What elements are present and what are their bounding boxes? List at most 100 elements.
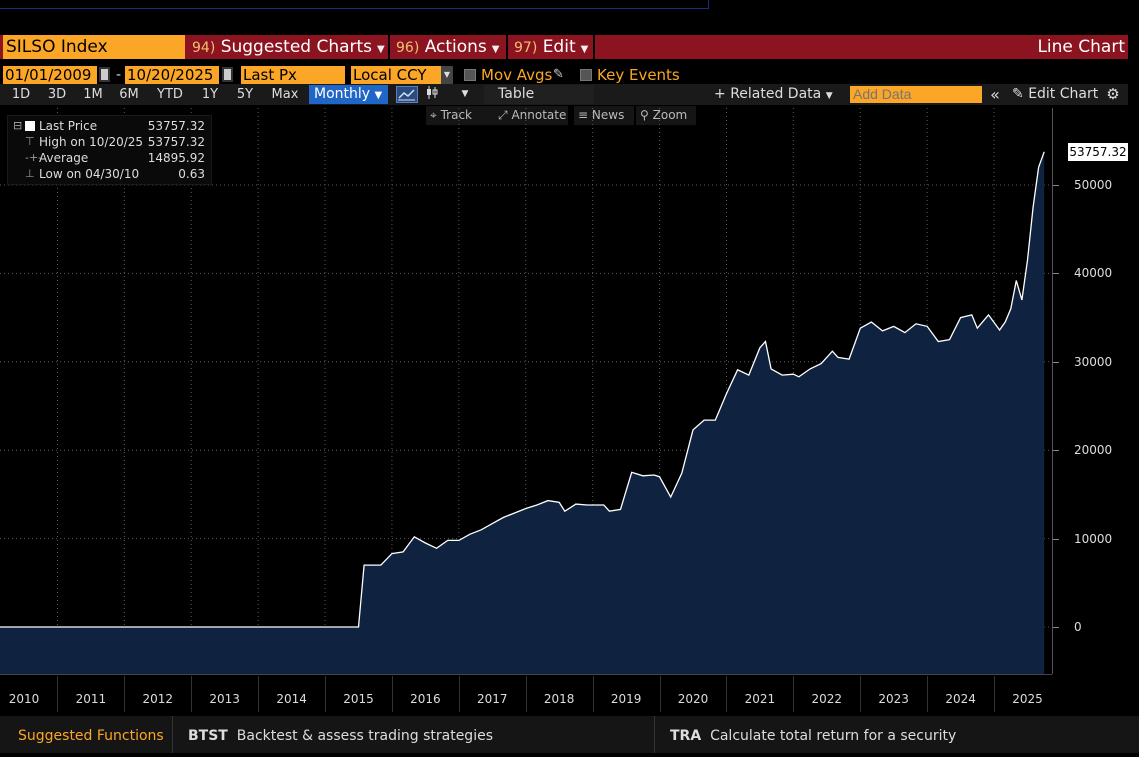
candlestick-icon[interactable] <box>422 85 442 104</box>
legend-value: 53757.32 <box>147 119 205 133</box>
function-desc: Backtest & assess trading strategies <box>236 728 493 744</box>
y-tick-mark <box>1053 273 1059 275</box>
news-label: News <box>591 108 625 122</box>
menu-label: Actions <box>424 37 487 57</box>
collapse-double-chevron-icon[interactable]: « <box>990 85 1000 104</box>
range-ytd-button[interactable]: YTD <box>157 87 183 102</box>
currency-select[interactable]: Local CCY <box>351 66 441 84</box>
range-1m-button[interactable]: 1M <box>83 87 103 102</box>
range-1y-button[interactable]: 1Y <box>201 87 219 102</box>
zoom-button[interactable]: ⚲ Zoom <box>636 106 696 125</box>
edit-chart-button[interactable]: ✎ Edit Chart <box>1012 85 1098 104</box>
function-desc: Calculate total return for a security <box>710 728 957 744</box>
tra-function-link[interactable]: TRA Calculate total return for a securit… <box>670 716 956 753</box>
add-data-input[interactable] <box>850 86 982 103</box>
price-chart[interactable] <box>0 108 1052 674</box>
range-max-button[interactable]: Max <box>271 87 299 102</box>
legend-label: Low on 04/30/10 <box>39 167 140 181</box>
news-button[interactable]: ≡ News <box>574 106 634 125</box>
x-tick-label: 2019 <box>610 692 642 706</box>
x-tick-label: 2012 <box>142 692 174 706</box>
series-swatch <box>25 121 35 131</box>
calendar-icon[interactable] <box>99 67 110 82</box>
pencil-icon[interactable]: ✎ <box>553 67 564 82</box>
chart-legend[interactable]: ⊟ Last Price 53757.32 ⊤ High on 10/20/25… <box>7 115 212 185</box>
menu-label: Edit <box>542 37 576 57</box>
range-5y-button[interactable]: 5Y <box>236 87 254 102</box>
title-bar <box>0 35 1128 59</box>
y-tick-label: 30000 <box>1074 354 1113 369</box>
x-tick-separator <box>57 676 59 712</box>
table-button[interactable]: Table <box>484 85 594 104</box>
range-6m-button[interactable]: 6M <box>119 87 139 102</box>
annotate-button[interactable]: ⤢ Annotate <box>494 106 568 125</box>
menu-divider <box>506 35 508 59</box>
suggested-functions-bar <box>0 716 1139 753</box>
actions-menu[interactable]: 96) Actions ▼ <box>396 35 500 59</box>
mov-avgs-checkbox[interactable] <box>464 69 476 81</box>
x-tick-separator <box>659 676 661 712</box>
news-icon: ≡ <box>578 108 589 122</box>
previous-panel-edge <box>0 0 709 9</box>
range-3d-button[interactable]: 3D <box>47 87 67 102</box>
suggested-functions-label[interactable]: Suggested Functions <box>18 728 164 744</box>
related-data-label: Related Data <box>730 86 822 102</box>
calendar-icon[interactable] <box>222 67 233 82</box>
y-tick-label: 0 <box>1074 620 1082 634</box>
x-tick-separator <box>458 676 460 712</box>
annotate-label: Annotate <box>511 108 567 122</box>
zoom-label: Zoom <box>652 108 688 122</box>
y-tick-label: 50000 <box>1074 178 1113 192</box>
price-line <box>0 151 1045 628</box>
btst-function-link[interactable]: BTST Backtest & assess trading strategie… <box>188 716 493 753</box>
suggested-charts-menu[interactable]: 94) Suggested Charts ▼ <box>192 35 385 59</box>
caret-down-icon: ▼ <box>491 44 500 55</box>
ticker-field[interactable]: SILSO Index <box>3 35 185 59</box>
y-tick-mark <box>1053 450 1059 452</box>
price-field-select[interactable]: Last Px <box>241 66 345 84</box>
x-tick-label: 2023 <box>878 692 909 706</box>
x-tick-label: 2013 <box>209 692 240 706</box>
menu-label: Suggested Charts <box>220 37 373 57</box>
x-tick-separator <box>793 676 795 712</box>
chart-style-dropdown-icon[interactable]: ▼ <box>461 89 469 99</box>
key-events-label[interactable]: Key Events <box>597 66 680 84</box>
x-tick-separator <box>525 676 527 712</box>
track-button[interactable]: ⌖ Track <box>426 106 514 125</box>
x-tick-label: 2021 <box>744 692 776 706</box>
caret-down-icon: ▼ <box>580 44 589 55</box>
y-tick-label: 20000 <box>1074 443 1113 458</box>
candlestick-glyph <box>427 86 438 99</box>
mov-avgs-label[interactable]: Mov Avgs <box>481 66 553 84</box>
x-tick-label: 2011 <box>75 692 107 706</box>
currency-dropdown-icon[interactable]: ▼ <box>441 66 453 84</box>
key-events-checkbox[interactable] <box>580 69 592 81</box>
y-tick-label: 40000 <box>1074 266 1113 281</box>
collapse-icon[interactable]: ⊟ <box>13 119 23 132</box>
edit-menu[interactable]: 97) Edit ▼ <box>514 35 588 59</box>
y-tick-mark <box>1053 185 1059 186</box>
caret-down-icon: ▼ <box>377 44 385 55</box>
start-date-field[interactable]: 01/01/2009 <box>3 66 97 84</box>
legend-row-last-price: ⊟ Last Price 53757.32 <box>8 118 205 134</box>
x-tick-label: 2010 <box>8 692 40 706</box>
end-date-field[interactable]: 10/20/2025 <box>125 66 219 84</box>
high-marker-icon: ⊤ <box>25 135 35 148</box>
legend-label: High on 10/20/25 <box>39 135 144 149</box>
range-1d-button[interactable]: 1D <box>11 87 31 102</box>
related-data-menu[interactable]: + Related Data ▼ <box>714 85 833 104</box>
legend-value: 0.63 <box>178 167 205 181</box>
y-axis-line <box>1052 108 1053 674</box>
x-tick-label: 2018 <box>543 692 575 706</box>
legend-row-high: ⊤ High on 10/20/25 53757.32 <box>8 134 205 150</box>
legend-label: Average <box>39 151 89 165</box>
chart-type-label[interactable]: Line Chart <box>1037 37 1125 57</box>
gear-icon[interactable]: ⚙ <box>1106 85 1120 103</box>
function-code: TRA <box>670 728 702 744</box>
x-tick-label: 2024 <box>945 692 976 706</box>
caret-down-icon: ▼ <box>374 90 383 101</box>
footer-divider <box>172 716 173 753</box>
y-tick-mark <box>1053 627 1059 628</box>
line-chart-icon[interactable] <box>396 86 418 103</box>
periodicity-select[interactable]: Monthly ▼ <box>309 85 388 104</box>
